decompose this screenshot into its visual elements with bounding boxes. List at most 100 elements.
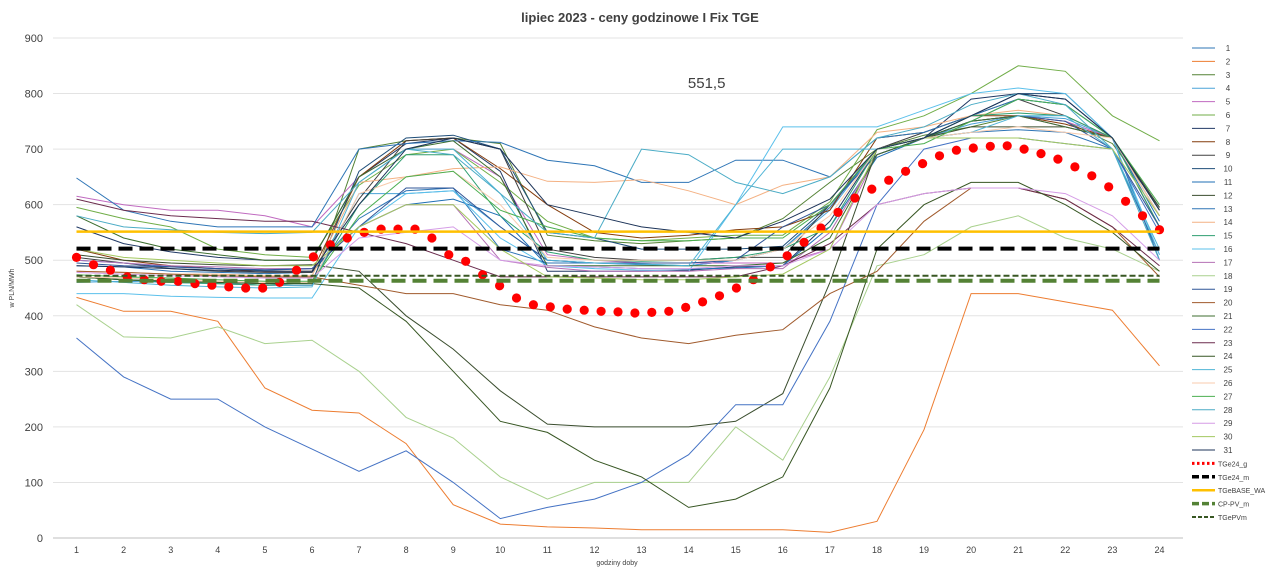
- legend-label: 1: [1226, 44, 1231, 53]
- y-tick-label: 100: [25, 477, 43, 489]
- series-line-16: [76, 87, 1160, 299]
- x-tick-label: 7: [357, 545, 362, 555]
- point-TGe24_g: [291, 265, 302, 275]
- point-TGe24_g: [613, 307, 623, 317]
- point-TGe24_g: [799, 237, 809, 247]
- point-TGe24_g: [173, 276, 183, 286]
- x-tick-label: 12: [589, 545, 599, 555]
- point-TGe24_g: [664, 306, 674, 316]
- y-tick-label: 200: [25, 422, 43, 434]
- x-tick-label: 4: [215, 545, 220, 555]
- x-tick-label: 6: [309, 545, 314, 555]
- legend-label: 7: [1226, 124, 1231, 133]
- point-TGe24_g: [562, 304, 572, 314]
- legend-label: 13: [1224, 205, 1233, 214]
- legend-label: 16: [1224, 245, 1233, 254]
- point-TGe24_g: [444, 250, 454, 260]
- series-line-11: [76, 98, 1160, 271]
- point-TGe24_g: [867, 184, 877, 194]
- series-line-29: [76, 187, 1160, 279]
- legend-label: 30: [1224, 433, 1233, 442]
- y-tick-label: 700: [25, 144, 43, 156]
- chart-title: lipiec 2023 - ceny godzinowe I Fix TGE: [521, 10, 759, 25]
- point-TGe24_g: [1154, 225, 1165, 235]
- point-TGe24_g: [816, 223, 826, 233]
- reference-lines: [71, 141, 1165, 318]
- point-TGe24_g: [782, 251, 792, 261]
- legend-label: 3: [1226, 71, 1231, 80]
- point-TGe24_g: [105, 265, 115, 275]
- legend-label: 18: [1224, 272, 1233, 281]
- legend-label: 6: [1226, 111, 1231, 120]
- x-tick-label: 1: [74, 545, 79, 555]
- point-TGe24_g: [579, 305, 589, 315]
- series-line-25: [76, 115, 1160, 289]
- point-TGe24_g: [88, 260, 99, 270]
- legend-label: 10: [1224, 165, 1233, 174]
- point-TGe24_g: [528, 300, 539, 310]
- legend-label: 15: [1224, 232, 1233, 241]
- x-tick-label: 2: [121, 545, 126, 555]
- legend-label: 29: [1224, 419, 1233, 428]
- annotation-label: 551,5: [688, 75, 726, 92]
- x-tick-label: 14: [684, 545, 694, 555]
- x-tick-label: 16: [778, 545, 788, 555]
- point-TGe24_g: [884, 175, 894, 185]
- point-TGe24_g: [901, 166, 911, 176]
- series-line-6: [76, 65, 1160, 258]
- point-TGe24_g: [1036, 149, 1046, 159]
- y-axis-ticks: 0 100 200 300 400 500 600 700 800 900: [25, 33, 43, 545]
- point-TGe24_g: [1137, 211, 1148, 221]
- point-TGe24_g: [342, 233, 352, 243]
- point-TGe24_g: [918, 159, 928, 169]
- point-TGe24_g: [714, 291, 725, 301]
- y-tick-label: 400: [25, 311, 43, 323]
- series-line-18: [76, 215, 1160, 500]
- x-tick-label: 22: [1060, 545, 1070, 555]
- annotation: 551,5: [688, 75, 726, 92]
- legend-label: 11: [1224, 178, 1233, 187]
- x-tick-label: 10: [495, 545, 505, 555]
- y-tick-label: 300: [25, 366, 43, 378]
- x-axis-ticks: 1 2 3 4 5 6 7 8 9 10 11 12 13 14 15 16 17 18 19 20 21 22 23 24: [74, 545, 1164, 555]
- point-TGe24_g: [1002, 141, 1012, 151]
- legend-label: 31: [1224, 446, 1233, 455]
- y-tick-label: 500: [25, 255, 43, 267]
- legend-label: 22: [1224, 325, 1233, 334]
- series-line-21: [76, 115, 1160, 267]
- x-tick-label: 18: [872, 545, 882, 555]
- series-line-30: [76, 137, 1160, 281]
- y-tick-label: 800: [25, 89, 43, 101]
- series-line-9: [76, 98, 1160, 273]
- point-TGe24_g: [545, 302, 555, 312]
- point-TGe24_g: [207, 280, 217, 290]
- point-TGe24_g: [258, 283, 268, 293]
- point-TGe24_g: [765, 262, 775, 272]
- x-tick-label: 21: [1013, 545, 1023, 555]
- point-TGe24_g: [951, 145, 962, 155]
- point-TGe24_g: [647, 307, 657, 317]
- x-tick-label: 23: [1107, 545, 1117, 555]
- legend-label: 26: [1224, 379, 1233, 388]
- point-TGe24_g: [1053, 154, 1063, 164]
- x-tick-label: 24: [1154, 545, 1164, 555]
- x-tick-label: 5: [262, 545, 267, 555]
- legend-label: 8: [1226, 138, 1231, 147]
- point-TGe24_g: [731, 283, 742, 293]
- legend-label: TGePVm: [1218, 515, 1247, 522]
- legend-label: 17: [1224, 258, 1233, 267]
- y-tick-label: 900: [25, 33, 43, 45]
- point-TGe24_g: [833, 207, 843, 217]
- legend-label: 24: [1224, 352, 1233, 361]
- point-TGe24_g: [596, 306, 606, 316]
- point-TGe24_g: [495, 281, 505, 291]
- legend: 1234567891011121314151617181920212223242…: [1192, 44, 1266, 522]
- point-TGe24_g: [1070, 162, 1080, 172]
- point-TGe24_g: [698, 297, 708, 307]
- legend-label: 27: [1224, 392, 1233, 401]
- point-TGe24_g: [241, 283, 251, 293]
- point-TGe24_g: [478, 270, 488, 280]
- legend-label: 19: [1224, 285, 1233, 294]
- legend-label: 20: [1224, 299, 1233, 308]
